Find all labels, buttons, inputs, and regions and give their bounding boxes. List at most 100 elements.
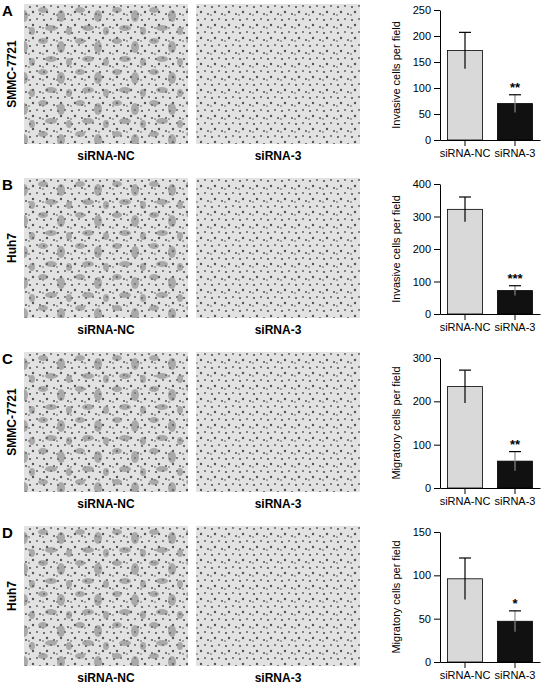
tick-label: 200 — [413, 395, 431, 407]
tick-mark — [434, 10, 440, 11]
micrograph-cells — [24, 526, 188, 666]
panel: CSMMC-7721siRNA-NCsiRNA-3 — [2, 350, 360, 511]
tick-mark — [434, 662, 440, 663]
tick: siRNA-NC — [440, 488, 491, 507]
tick-label: 200 — [413, 243, 431, 255]
error-bar — [509, 95, 521, 113]
tick-mark — [434, 114, 440, 115]
tick-mark — [515, 488, 516, 494]
tick-mark — [434, 36, 440, 37]
micrograph — [24, 352, 188, 492]
row-label: Huh7 — [5, 233, 19, 263]
marks — [448, 32, 533, 140]
image-label: siRNA-NC — [77, 149, 135, 163]
micrograph-image — [196, 526, 360, 666]
tick-mark — [434, 532, 440, 533]
micrograph — [196, 4, 360, 144]
micrograph — [24, 526, 188, 666]
axis-title: Invasive cells per field — [390, 195, 402, 303]
error-bar-stem — [514, 286, 515, 296]
micrograph-image — [196, 178, 360, 318]
micrograph-image — [24, 178, 188, 318]
tick-mark — [434, 140, 440, 141]
plot-area: ***0100200300400siRNA-NCsiRNA-3Invasive … — [390, 178, 541, 333]
axis-line — [441, 140, 541, 141]
y-axis: 0 50 100 150 — [413, 526, 441, 668]
micrograph-cells — [24, 178, 188, 318]
tick-mark — [434, 184, 440, 185]
tick: 150 — [413, 526, 440, 538]
figure: ASMMC-7721siRNA-NCsiRNA-3**0501001502002… — [0, 0, 550, 695]
tick-label: 0 — [425, 656, 431, 668]
tick: 0 — [425, 482, 440, 494]
tick-label: 100 — [413, 569, 431, 581]
tick: siRNA-NC — [440, 662, 491, 681]
tick: 300 — [413, 352, 440, 364]
significance: ** — [510, 80, 521, 95]
row-label: SMMC-7721 — [5, 388, 19, 456]
error-bar — [509, 286, 521, 296]
error-bar-cap — [459, 557, 471, 558]
micrograph-image — [24, 4, 188, 144]
image-label: siRNA-NC — [77, 323, 135, 337]
tick-mark — [434, 575, 440, 576]
tick-mark — [434, 488, 440, 489]
tick-label: 150 — [413, 526, 431, 538]
tick-mark — [434, 358, 440, 359]
tick-label: siRNA-NC — [440, 147, 491, 159]
micrograph — [196, 352, 360, 492]
x-axis: siRNA-NC siRNA-3 — [440, 140, 541, 159]
tick-mark — [434, 401, 440, 402]
image-label: siRNA-3 — [255, 497, 302, 511]
tick-label: 300 — [413, 352, 431, 364]
tick: 0 — [425, 656, 440, 668]
tick: siRNA-3 — [495, 140, 536, 159]
tick: 200 — [413, 243, 440, 255]
tick-mark — [434, 445, 440, 446]
tick-label: 250 — [413, 4, 431, 16]
significance: *** — [507, 271, 523, 286]
tick-label: siRNA-NC — [440, 495, 491, 507]
x-axis: siRNA-NC siRNA-3 — [440, 662, 541, 681]
tick-label: siRNA-3 — [495, 147, 536, 159]
tick: 200 — [413, 30, 440, 42]
tick: 0 — [425, 308, 440, 320]
axis-title: Migratory cells per field — [390, 366, 402, 479]
error-bar — [459, 197, 471, 222]
tick-mark — [515, 314, 516, 320]
tick-mark — [434, 314, 440, 315]
tick: 300 — [413, 211, 440, 223]
tick: siRNA-NC — [440, 140, 491, 159]
tick: 50 — [419, 613, 440, 625]
tick-mark — [434, 249, 440, 250]
tick-label: siRNA-NC — [440, 669, 491, 681]
tick: 100 — [413, 439, 440, 451]
axis-title: Invasive cells per field — [390, 21, 402, 129]
image-label: siRNA-NC — [77, 497, 135, 511]
axis-line — [441, 488, 541, 489]
micrograph-image — [24, 352, 188, 492]
error-bar — [459, 370, 471, 403]
micrograph-cells — [24, 4, 188, 144]
error-bar — [459, 558, 471, 600]
error-bar — [509, 452, 521, 471]
tick: siRNA-3 — [495, 662, 536, 681]
tick: siRNA-3 — [495, 314, 536, 333]
tick: 200 — [413, 395, 440, 407]
bar — [448, 209, 483, 314]
tick-mark — [434, 619, 440, 620]
tick-mark — [515, 662, 516, 668]
row-label: SMMC-7721 — [5, 40, 19, 108]
micrograph-image — [196, 4, 360, 144]
tick-label: 0 — [425, 308, 431, 320]
plot-area: **0100200300siRNA-NCsiRNA-3Migratory cel… — [390, 352, 541, 507]
tick-label: siRNA-NC — [440, 321, 491, 333]
tick-label: 100 — [413, 439, 431, 451]
image-label: siRNA-3 — [255, 671, 302, 685]
tick: 50 — [419, 108, 440, 120]
tick-label: siRNA-3 — [495, 669, 536, 681]
error-bar-stem — [514, 611, 515, 632]
micrograph — [24, 4, 188, 144]
tick: 100 — [413, 82, 440, 94]
x-axis: siRNA-NC siRNA-3 — [440, 314, 541, 333]
